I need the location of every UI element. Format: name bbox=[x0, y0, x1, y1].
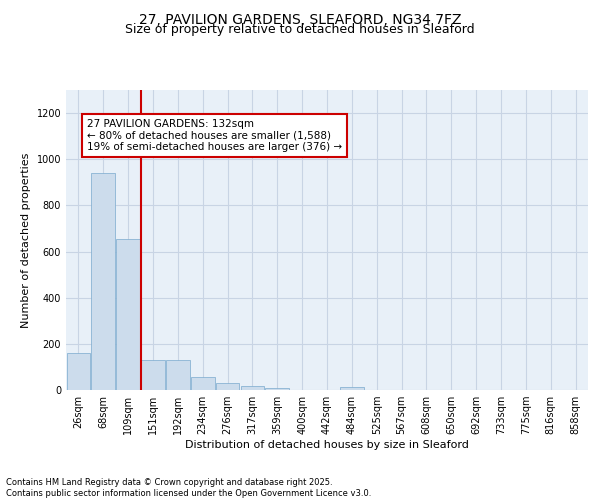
Bar bbox=[241, 386, 264, 390]
Bar bbox=[116, 239, 140, 390]
Bar bbox=[141, 360, 165, 390]
Bar bbox=[166, 360, 190, 390]
Y-axis label: Number of detached properties: Number of detached properties bbox=[21, 152, 31, 328]
Bar bbox=[265, 388, 289, 390]
Bar bbox=[216, 383, 239, 390]
Text: Contains HM Land Registry data © Crown copyright and database right 2025.
Contai: Contains HM Land Registry data © Crown c… bbox=[6, 478, 371, 498]
Text: 27 PAVILION GARDENS: 132sqm
← 80% of detached houses are smaller (1,588)
19% of : 27 PAVILION GARDENS: 132sqm ← 80% of det… bbox=[87, 119, 342, 152]
Bar bbox=[191, 376, 215, 390]
Bar bbox=[340, 387, 364, 390]
Text: Size of property relative to detached houses in Sleaford: Size of property relative to detached ho… bbox=[125, 22, 475, 36]
Bar bbox=[67, 353, 90, 390]
Text: 27, PAVILION GARDENS, SLEAFORD, NG34 7FZ: 27, PAVILION GARDENS, SLEAFORD, NG34 7FZ bbox=[139, 12, 461, 26]
X-axis label: Distribution of detached houses by size in Sleaford: Distribution of detached houses by size … bbox=[185, 440, 469, 450]
Bar bbox=[91, 173, 115, 390]
